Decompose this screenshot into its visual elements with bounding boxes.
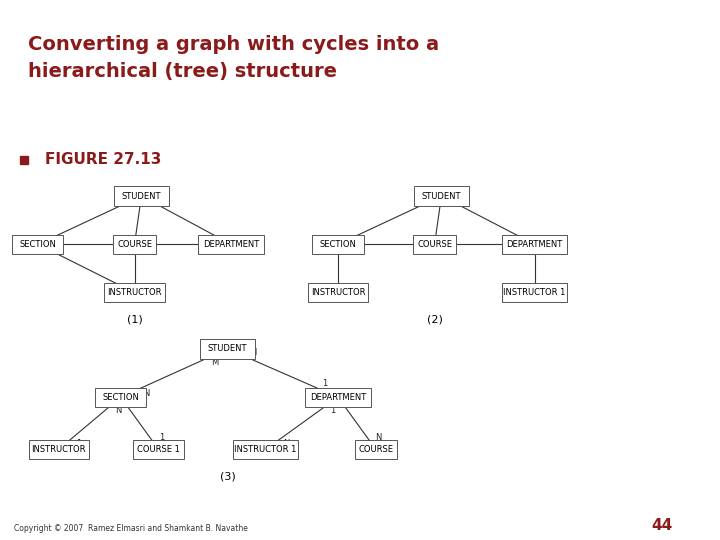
FancyBboxPatch shape: [104, 283, 164, 302]
FancyBboxPatch shape: [233, 440, 298, 459]
Text: 1: 1: [158, 433, 164, 442]
FancyBboxPatch shape: [12, 235, 63, 254]
Text: SECTION: SECTION: [102, 393, 139, 402]
Text: M: M: [211, 358, 218, 367]
Text: STUDENT: STUDENT: [208, 345, 248, 353]
Text: N: N: [143, 389, 150, 398]
FancyBboxPatch shape: [502, 283, 567, 302]
Text: STUDENT: STUDENT: [422, 192, 462, 200]
Text: DEPARTMENT: DEPARTMENT: [310, 393, 366, 402]
Text: N: N: [251, 348, 257, 357]
FancyBboxPatch shape: [200, 339, 255, 359]
FancyBboxPatch shape: [354, 440, 397, 459]
Text: (2): (2): [427, 315, 443, 325]
FancyBboxPatch shape: [95, 388, 146, 407]
Text: SECTION: SECTION: [320, 240, 356, 249]
Text: 1: 1: [76, 439, 81, 448]
Text: 1: 1: [351, 400, 357, 409]
Text: 44: 44: [652, 518, 672, 533]
FancyBboxPatch shape: [113, 235, 156, 254]
FancyBboxPatch shape: [308, 283, 368, 302]
Text: 1: 1: [330, 406, 336, 415]
Text: COURSE: COURSE: [417, 240, 452, 249]
Text: (3): (3): [220, 471, 235, 482]
Text: SECTION: SECTION: [19, 240, 56, 249]
FancyBboxPatch shape: [414, 186, 469, 206]
Text: INSTRUCTOR: INSTRUCTOR: [311, 288, 365, 297]
FancyBboxPatch shape: [502, 235, 567, 254]
Text: 1: 1: [322, 379, 327, 388]
FancyBboxPatch shape: [29, 440, 89, 459]
Text: DEPARTMENT: DEPARTMENT: [203, 240, 259, 249]
Text: INSTRUCTOR 1: INSTRUCTOR 1: [235, 445, 297, 454]
Text: INSTRUCTOR: INSTRUCTOR: [107, 288, 162, 297]
Text: FIGURE 27.13: FIGURE 27.13: [45, 152, 161, 167]
Text: Copyright © 2007  Ramez Elmasri and Shamkant B. Navathe: Copyright © 2007 Ramez Elmasri and Shamk…: [14, 524, 248, 533]
Text: DEPARTMENT: DEPARTMENT: [506, 240, 563, 249]
FancyBboxPatch shape: [413, 235, 456, 254]
FancyBboxPatch shape: [198, 235, 264, 254]
Text: N: N: [375, 433, 382, 442]
Text: N: N: [115, 406, 121, 415]
Text: COURSE: COURSE: [359, 445, 393, 454]
Text: N: N: [134, 400, 140, 409]
Text: N: N: [284, 440, 290, 448]
Text: COURSE: COURSE: [117, 240, 152, 249]
Text: COURSE 1: COURSE 1: [138, 445, 180, 454]
Text: INSTRUCTOR 1: INSTRUCTOR 1: [503, 288, 566, 297]
FancyBboxPatch shape: [312, 235, 364, 254]
Text: INSTRUCTOR: INSTRUCTOR: [32, 445, 86, 454]
Text: STUDENT: STUDENT: [122, 192, 161, 200]
FancyBboxPatch shape: [305, 388, 371, 407]
FancyBboxPatch shape: [114, 186, 169, 206]
Text: Converting a graph with cycles into a
hierarchical (tree) structure: Converting a graph with cycles into a hi…: [27, 35, 438, 80]
Text: (1): (1): [127, 315, 143, 325]
FancyBboxPatch shape: [133, 440, 184, 459]
